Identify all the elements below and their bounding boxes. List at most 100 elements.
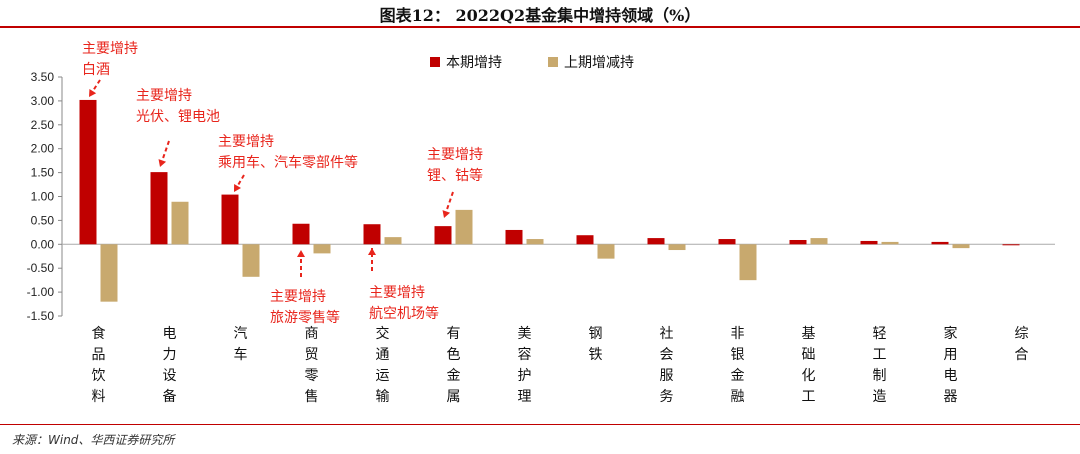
x-category-label: 运 [376, 368, 390, 384]
annotation-arrow-head [234, 183, 241, 192]
bar-previous-period [952, 244, 970, 249]
x-category-label: 家 [944, 325, 958, 342]
x-category-label: 食 [92, 325, 106, 342]
x-category-label: 通 [376, 347, 390, 363]
chart-title: 图表12： 2022Q2基金集中增持领域（%） [379, 6, 701, 25]
y-tick-label: 0.50 [31, 213, 55, 227]
x-category-label: 色 [447, 346, 461, 363]
bar-chart: 3.50 3.00 2.50 2.00 1.50 1.00 0.50 0.00 -0.50 -1.… [27, 41, 1055, 405]
annotation-text: 锂、钴等 [427, 167, 483, 184]
x-category-label: 基 [802, 325, 816, 342]
bar-previous-period [100, 244, 118, 302]
x-category-label: 输 [376, 389, 390, 405]
annotation-arrow-head [89, 88, 97, 97]
bar-current-period [434, 226, 452, 245]
x-category-label: 务 [660, 389, 674, 405]
bar-current-period [1002, 244, 1020, 246]
y-tick-label: 0.00 [31, 237, 55, 251]
x-category-label: 理 [518, 389, 532, 405]
bar-current-period [718, 239, 736, 245]
bar-previous-period [171, 201, 189, 245]
x-category-label: 有 [447, 326, 461, 342]
annotation-text: 光伏、锂电池 [136, 109, 220, 125]
x-category-label: 造 [873, 389, 887, 405]
bar-previous-period [810, 238, 828, 245]
bar-current-period [221, 194, 239, 245]
legend-swatch [548, 57, 558, 67]
annotation-text: 主要增持 [218, 134, 274, 150]
source-rule [0, 424, 1080, 425]
x-category-label: 饮 [92, 368, 106, 384]
x-category-label: 综 [1015, 326, 1029, 342]
x-category-label: 容 [518, 346, 532, 363]
annotation-text: 主要增持 [369, 285, 425, 301]
bar-previous-period [455, 209, 473, 245]
x-category-label: 备 [163, 388, 177, 405]
bar-current-period [576, 235, 594, 245]
x-category-label: 属 [447, 389, 461, 405]
x-category-label: 电 [163, 326, 177, 342]
annotation-arrow-head [158, 159, 167, 167]
x-category-label: 零 [305, 368, 319, 384]
annotation-text: 主要增持 [270, 289, 326, 305]
y-tick-label: 3.00 [31, 94, 55, 108]
bar-current-period [931, 241, 949, 245]
y-tick-label: 1.50 [31, 166, 55, 180]
y-tick-label: -1.50 [27, 309, 55, 323]
y-tick-label: 2.00 [31, 142, 55, 156]
x-category-label: 础 [802, 347, 816, 363]
annotation-text: 航空机场等 [369, 305, 439, 322]
annotation-text: 主要增持 [82, 41, 138, 57]
bar-current-period [150, 172, 168, 245]
x-category-label: 会 [660, 347, 674, 363]
bar-previous-period [881, 241, 899, 245]
annotation-arrow-head [442, 210, 451, 218]
annotation-text: 白酒 [82, 62, 110, 78]
x-category-label: 钢 [589, 326, 603, 342]
bar-current-period [505, 229, 523, 245]
y-tick-label: 2.50 [31, 118, 55, 132]
bar-previous-period [313, 244, 331, 254]
bar-previous-period [597, 244, 615, 259]
x-category-label: 工 [802, 389, 816, 405]
y-tick-label: 1.00 [31, 190, 55, 204]
bar-previous-period [242, 244, 260, 277]
legend-label: 上期增减持 [564, 55, 634, 71]
y-tick-label: -0.50 [27, 261, 55, 275]
x-category-label: 融 [731, 389, 745, 405]
bar-previous-period [526, 239, 544, 245]
x-category-label: 社 [660, 326, 674, 342]
x-category-label: 合 [1015, 347, 1029, 363]
x-category-label: 非 [731, 326, 745, 342]
annotation-text: 乘用车、汽车零部件等 [218, 154, 358, 171]
source-note: 来源：Wind、华西证券研究所 [12, 433, 175, 447]
x-category-label: 器 [944, 389, 958, 405]
x-category-label: 服 [660, 368, 674, 384]
bar-current-period [789, 239, 807, 245]
x-category-label: 金 [447, 368, 461, 384]
x-category-label: 护 [518, 368, 532, 384]
y-tick-label: 3.50 [31, 70, 55, 84]
bar-previous-period [739, 244, 757, 281]
x-category-label: 料 [92, 389, 106, 405]
x-category-label: 商 [305, 326, 319, 342]
x-category-label: 设 [163, 368, 177, 384]
x-category-label: 交 [376, 325, 390, 342]
x-category-label: 力 [163, 347, 177, 363]
x-category-label: 贸 [305, 347, 319, 363]
x-category-label: 金 [731, 368, 745, 384]
y-tick-label: -1.00 [27, 285, 55, 299]
x-category-label: 用 [944, 347, 958, 363]
x-category-label: 美 [518, 326, 532, 342]
x-category-label: 制 [873, 368, 887, 384]
x-category-label: 售 [305, 389, 319, 405]
bar-current-period [292, 223, 310, 245]
bar-current-period [363, 224, 381, 245]
x-category-label: 品 [92, 347, 106, 363]
x-category-label: 化 [802, 368, 816, 384]
bar-current-period [79, 99, 97, 245]
annotation-arrow-head [297, 250, 305, 257]
x-category-label: 工 [873, 347, 887, 363]
bar-current-period [860, 240, 878, 245]
annotation-text: 旅游零售等 [270, 309, 340, 326]
